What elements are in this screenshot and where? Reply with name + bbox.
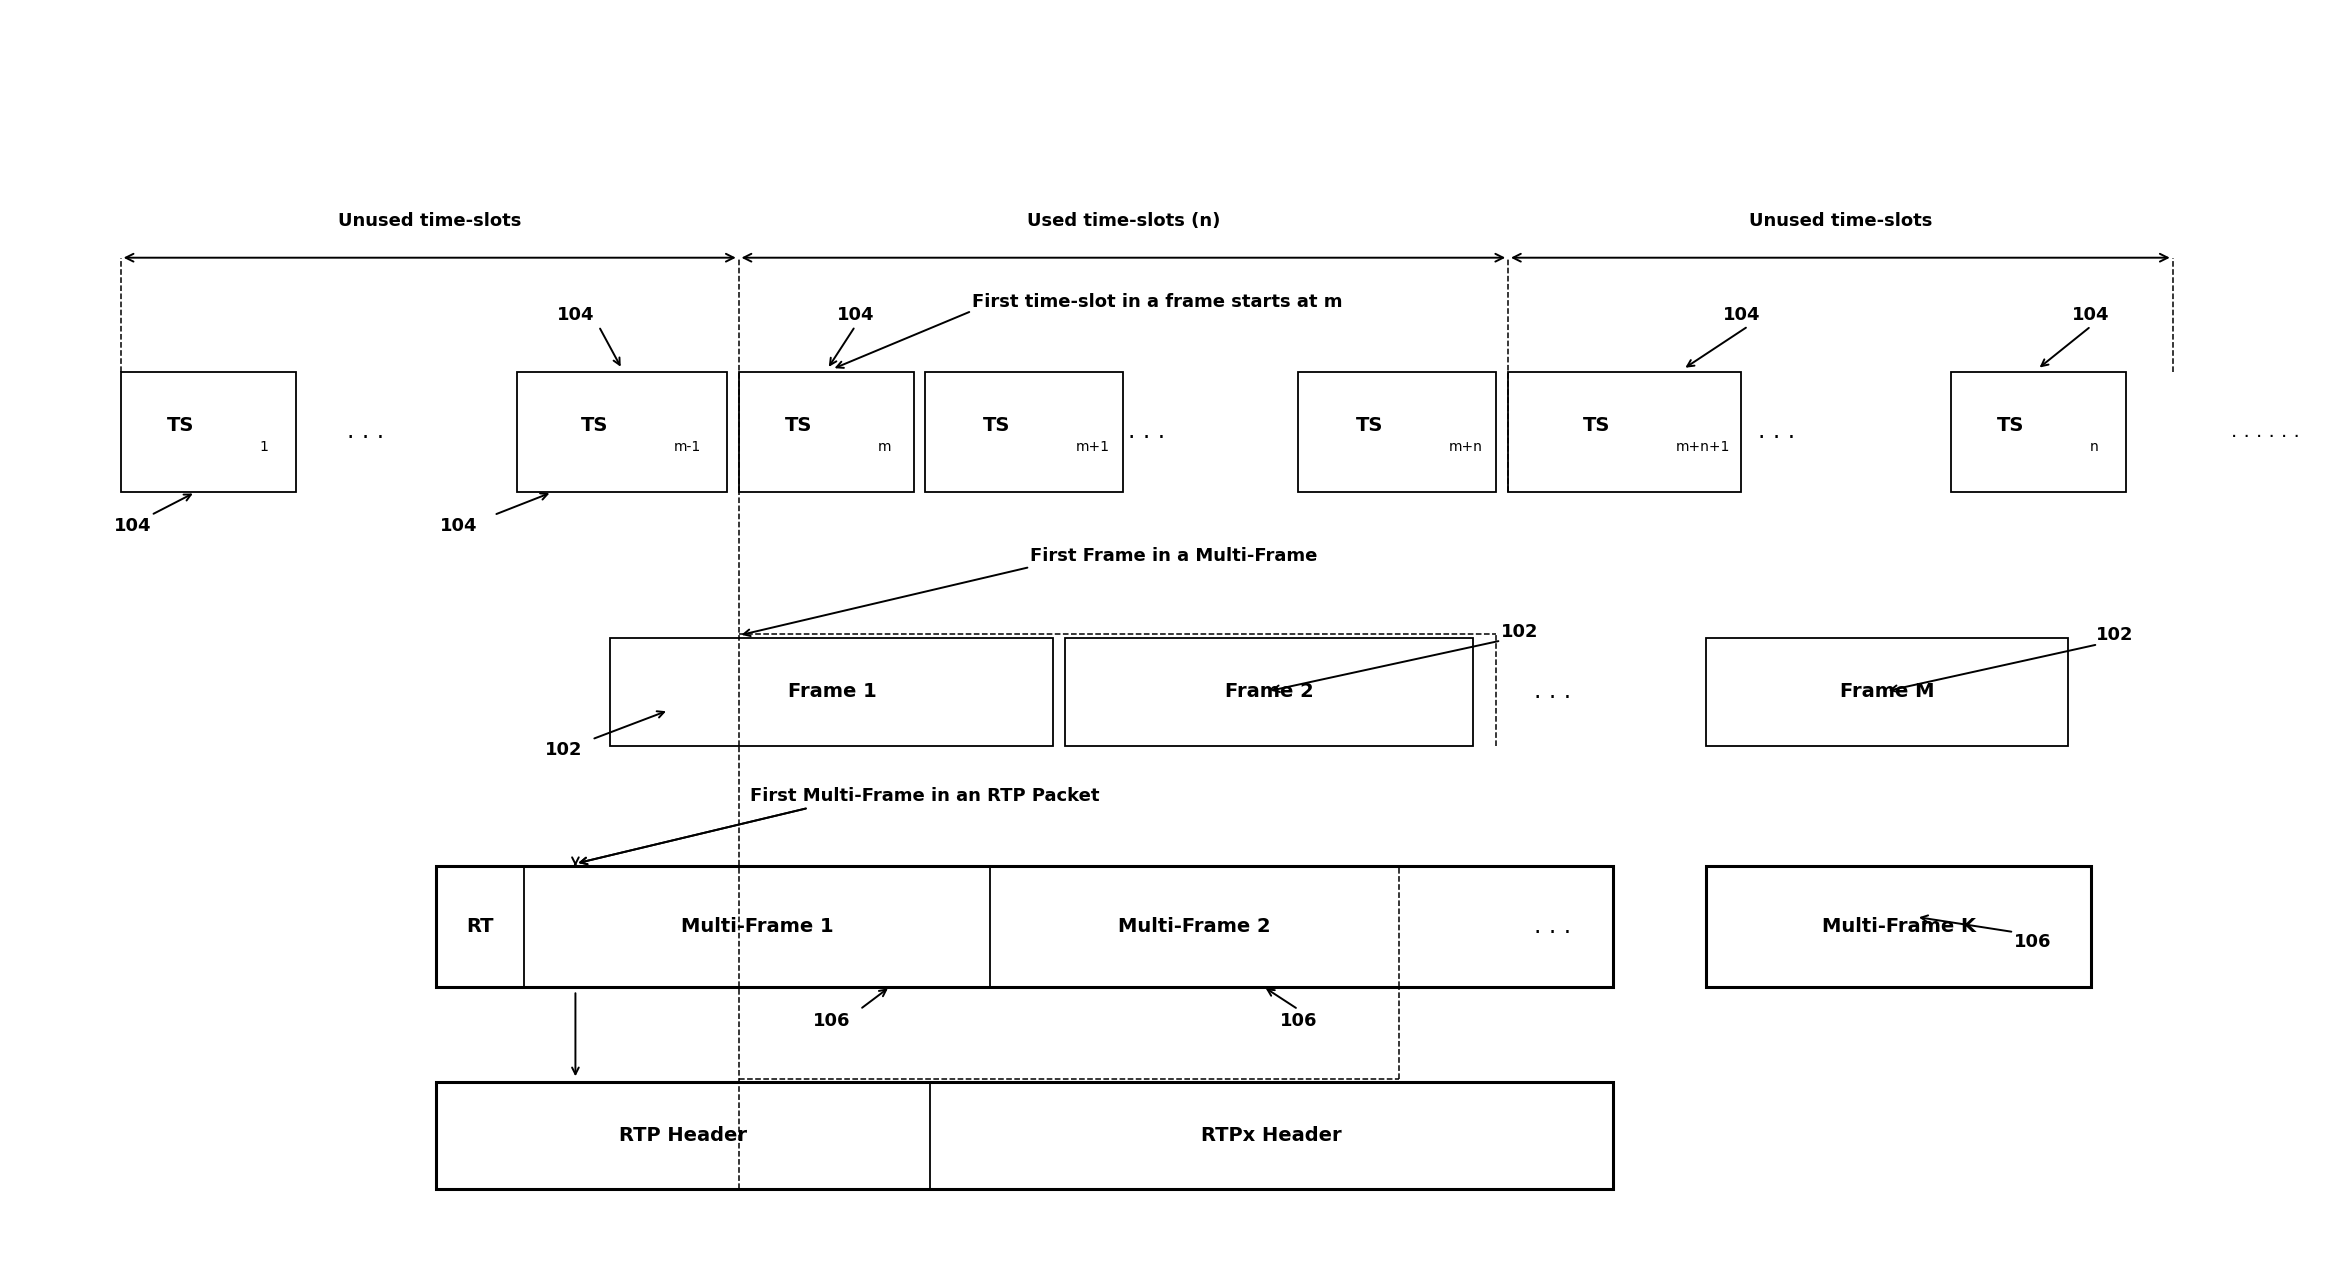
Text: First Frame in a Multi-Frame: First Frame in a Multi-Frame [1030,546,1317,564]
Bar [1507,371,1741,493]
Bar [122,371,295,493]
Text: Frame 2: Frame 2 [1224,683,1313,702]
Text: m: m [878,440,892,454]
Text: Multi-Frame K: Multi-Frame K [1821,917,1975,935]
Text: 104: 104 [835,306,873,324]
Bar [1065,638,1474,745]
Text: RTP Header: RTP Header [618,1125,746,1145]
Text: 106: 106 [1280,1012,1317,1030]
Text: TS: TS [580,416,608,435]
Bar [435,866,1612,986]
Text: Multi-Frame 1: Multi-Frame 1 [681,917,833,935]
Bar [1706,638,2069,745]
Bar [924,371,1123,493]
Text: n: n [2090,440,2099,454]
Text: Unused time-slots: Unused time-slots [337,212,522,230]
Text: 102: 102 [1500,623,1537,641]
Text: First time-slot in a frame starts at m: First time-slot in a frame starts at m [971,293,1343,311]
Text: 104: 104 [115,518,152,536]
Bar [611,638,1053,745]
Text: Multi-Frame 2: Multi-Frame 2 [1119,917,1271,935]
Text: . . . . . .: . . . . . . [2230,422,2300,441]
Text: 102: 102 [545,740,583,758]
Text: 1: 1 [260,440,269,454]
Text: 102: 102 [2097,627,2134,644]
Text: m+n+1: m+n+1 [1675,440,1729,454]
Text: TS: TS [1996,416,2024,435]
Text: TS: TS [166,416,194,435]
Text: Used time-slots (n): Used time-slots (n) [1027,212,1219,230]
Text: Frame M: Frame M [1839,683,1935,702]
Text: First Multi-Frame in an RTP Packet: First Multi-Frame in an RTP Packet [751,787,1100,805]
Bar [1952,371,2127,493]
Text: . . .: . . . [1757,420,1795,443]
Text: m+1: m+1 [1076,440,1109,454]
Text: . . .: . . . [1533,914,1570,938]
Text: . . .: . . . [1128,420,1165,443]
Text: 104: 104 [2073,306,2111,324]
Text: 106: 106 [814,1012,852,1030]
Text: 104: 104 [1722,306,1760,324]
Text: . . .: . . . [346,420,384,443]
Text: TS: TS [1355,416,1383,435]
Text: 104: 104 [440,518,477,536]
Bar [435,1082,1612,1189]
Text: Unused time-slots: Unused time-slots [1748,212,1933,230]
Text: RT: RT [466,917,494,935]
Text: m-1: m-1 [674,440,700,454]
Text: . . .: . . . [1533,679,1570,703]
Text: TS: TS [1582,416,1610,435]
Text: m+n: m+n [1448,440,1484,454]
Text: 106: 106 [2015,933,2052,951]
Text: TS: TS [983,416,1011,435]
Bar [517,371,728,493]
Text: Frame 1: Frame 1 [789,683,875,702]
Bar [1299,371,1498,493]
Text: 104: 104 [557,306,594,324]
Bar [1706,866,2092,986]
Text: TS: TS [784,416,812,435]
Text: RTPx Header: RTPx Header [1200,1125,1341,1145]
Bar [739,371,913,493]
